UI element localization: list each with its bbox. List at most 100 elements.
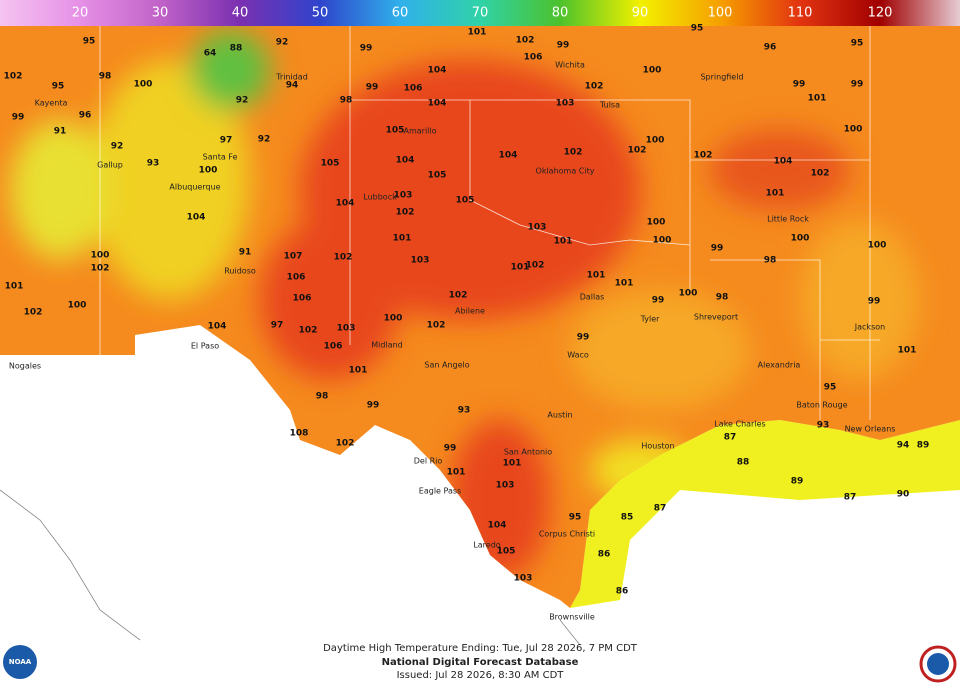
temperature-label: 88: [230, 44, 243, 54]
temperature-label: 103: [556, 99, 575, 109]
place-name: Kayenta: [35, 99, 68, 108]
temperature-label: 100: [844, 125, 863, 135]
temperature-label: 86: [616, 587, 629, 597]
temperature-label: 91: [239, 248, 252, 258]
temperature-label: 100: [134, 80, 153, 90]
temperature-label: 103: [496, 481, 515, 491]
temperature-label: 102: [516, 36, 535, 46]
legend-tick-label: 100: [708, 6, 733, 21]
temperature-label: 96: [79, 111, 92, 121]
place-name: New Orleans: [845, 425, 896, 434]
legend-tick-label: 110: [788, 6, 813, 21]
temperature-label: 64: [204, 49, 217, 59]
temperature-label: 95: [52, 82, 65, 92]
temperature-label: 102: [449, 291, 468, 301]
temperature-label: 104: [396, 156, 415, 166]
temperature-label: 104: [428, 66, 447, 76]
temperature-label: 100: [679, 289, 698, 299]
temperature-label: 106: [404, 84, 423, 94]
place-name: Springfield: [700, 73, 743, 82]
temperature-label: 102: [336, 439, 355, 449]
temperature-label: 100: [868, 241, 887, 251]
temperature-label: 103: [394, 191, 413, 201]
temperature-label: 101: [393, 234, 412, 244]
temperature-label: 101: [808, 94, 827, 104]
temperature-label: 104: [187, 213, 206, 223]
temperature-label: 98: [99, 72, 112, 82]
temperature-label: 104: [488, 521, 507, 531]
place-name: Eagle Pass: [419, 487, 461, 496]
legend-tick-label: 60: [392, 6, 409, 21]
nws-logo-inner: [927, 653, 949, 675]
legend-tick-label: 80: [552, 6, 569, 21]
temperature-field: [0, 26, 960, 608]
temperature-label: 102: [628, 146, 647, 156]
place-name: San Angelo: [424, 361, 469, 370]
temperature-label: 102: [334, 253, 353, 263]
temperature-label: 108: [290, 429, 309, 439]
temperature-label: 104: [428, 99, 447, 109]
place-name: Oklahoma City: [536, 167, 595, 176]
temperature-label: 101: [615, 279, 634, 289]
legend-tick-label: 90: [632, 6, 649, 21]
temperature-label: 98: [340, 96, 353, 106]
temperature-label: 106: [287, 273, 306, 283]
temperature-label: 87: [654, 504, 667, 514]
temperature-label: 101: [587, 271, 606, 281]
footer-line: Daytime High Temperature Ending: Tue, Ju…: [323, 643, 638, 654]
place-name: Nogales: [9, 362, 41, 371]
place-name: Ruidoso: [224, 267, 256, 276]
place-name: Corpus Christi: [539, 530, 595, 539]
place-name: Dallas: [580, 293, 605, 302]
temperature-label: 102: [396, 208, 415, 218]
temperature-label: 105: [386, 126, 405, 136]
temperature-label: 99: [367, 401, 380, 411]
temperature-label: 99: [557, 41, 570, 51]
temperature-label: 99: [360, 44, 373, 54]
gulf-forecast: [570, 420, 960, 608]
temperature-label: 100: [199, 166, 218, 176]
legend-tick-label: 20: [72, 6, 89, 21]
temperature-label: 92: [236, 96, 249, 106]
place-name: Laredo: [473, 541, 500, 550]
temperature-label: 87: [844, 493, 857, 503]
temperature-label: 94: [286, 81, 299, 91]
temperature-label: 104: [208, 322, 227, 332]
temperature-label: 104: [336, 199, 355, 209]
place-name: Amarillo: [403, 127, 436, 136]
temperature-label: 95: [83, 37, 96, 47]
temperature-label: 101: [349, 366, 368, 376]
temperature-label: 100: [647, 218, 666, 228]
temperature-label: 101: [447, 468, 466, 478]
temperature-label: 96: [764, 43, 777, 53]
temperature-label: 89: [791, 477, 804, 487]
place-name: Baton Rouge: [796, 401, 847, 410]
temperature-label: 99: [652, 296, 665, 306]
temperature-label: 101: [898, 346, 917, 356]
temperature-label: 100: [384, 314, 403, 324]
temperature-label: 104: [774, 157, 793, 167]
temperature-label: 99: [577, 333, 590, 343]
temperature-label: 102: [694, 151, 713, 161]
temperature-label: 98: [764, 256, 777, 266]
temperature-label: 105: [497, 547, 516, 557]
temperature-label: 101: [554, 237, 573, 247]
temperature-label: 103: [337, 324, 356, 334]
temperature-label: 105: [428, 171, 447, 181]
temperature-label: 105: [321, 159, 340, 169]
place-name: Trinidad: [275, 73, 308, 82]
temperature-label: 99: [444, 444, 457, 454]
temperature-label: 93: [147, 159, 160, 169]
noaa-logo-text: NOAA: [9, 658, 32, 666]
noaa-logo: [3, 645, 37, 679]
temperature-label: 90: [897, 490, 910, 500]
temperature-label: 87: [724, 433, 737, 443]
temperature-label: 103: [411, 256, 430, 266]
temperature-label: 102: [4, 72, 23, 82]
temperature-label: 95: [569, 513, 582, 523]
place-name: Lubbock: [363, 193, 397, 202]
temperature-label: 98: [316, 392, 329, 402]
temperature-label: 95: [824, 383, 837, 393]
temperature-label: 106: [293, 294, 312, 304]
